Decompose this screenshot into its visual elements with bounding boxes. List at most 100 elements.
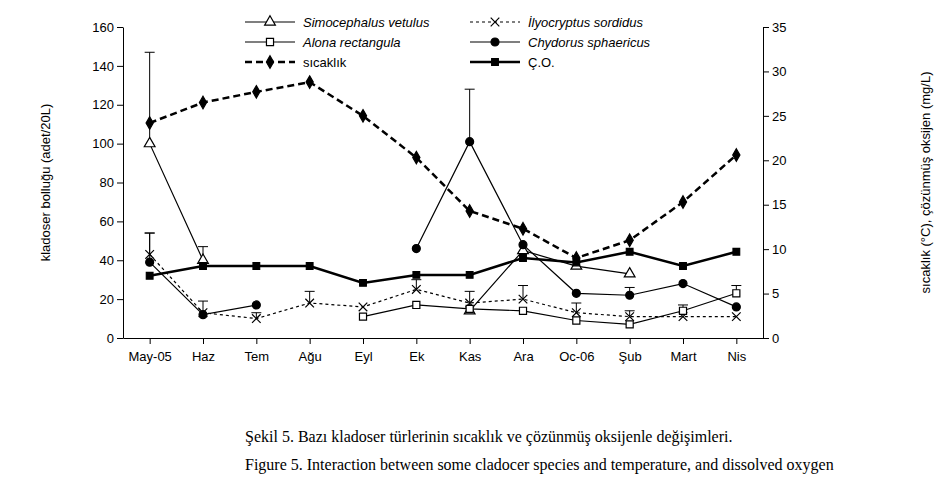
tick: Ağu [299, 338, 322, 364]
series [144, 52, 635, 314]
tick-label: May-05 [128, 349, 171, 364]
axis: May-05HazTemAğuEylEkKasAraOc-06ŞubMartNi… [124, 338, 764, 364]
tick-label: 100 [92, 136, 114, 151]
tick-mark [763, 71, 769, 72]
marker [466, 138, 474, 146]
tick: 60 [100, 214, 123, 229]
axis-title: kladoser bolluğu (adet/20L) [38, 104, 53, 262]
tick-label: 60 [100, 214, 114, 229]
tick-label: 5 [772, 286, 779, 301]
marker [624, 268, 635, 277]
marker [519, 241, 527, 249]
tick-mark [117, 338, 123, 339]
marker [680, 263, 687, 270]
marker [520, 255, 527, 262]
tick-mark [203, 338, 204, 344]
marker [733, 290, 740, 297]
tick: 15 [763, 197, 786, 212]
tick-label: 15 [772, 197, 786, 212]
marker [732, 303, 740, 311]
marker [413, 301, 420, 308]
tick-label: 25 [772, 109, 786, 124]
marker [519, 307, 526, 314]
marker [412, 245, 420, 253]
marker [679, 280, 687, 288]
tick-mark [523, 338, 524, 344]
series [146, 248, 739, 286]
marker [253, 263, 260, 270]
tick-mark [117, 260, 123, 261]
tick-label: Şub [619, 349, 642, 364]
tick: 10 [763, 242, 786, 257]
tick-mark [256, 338, 257, 344]
tick-label: 0 [772, 331, 779, 346]
tick-label: 20 [772, 153, 786, 168]
tick-mark [763, 27, 769, 28]
tick-mark [470, 338, 471, 344]
error-bar [305, 291, 315, 303]
legend-item: Alona rectangula [245, 35, 401, 50]
tick-mark [763, 116, 769, 117]
marker [733, 149, 740, 161]
marker [146, 258, 154, 266]
marker [626, 321, 633, 328]
tick-label: Tem [245, 349, 270, 364]
tick: Mart [671, 338, 697, 364]
tick-mark [763, 249, 769, 250]
legend-marker [491, 18, 500, 27]
marker [413, 151, 420, 163]
marker [466, 272, 473, 279]
tick-label: 20 [100, 292, 114, 307]
tick: 0 [107, 331, 123, 346]
marker [679, 307, 686, 314]
tick: Kas [459, 338, 482, 364]
marker [306, 76, 313, 88]
marker [360, 280, 367, 287]
tick-mark [363, 338, 364, 344]
marker [573, 259, 580, 266]
tick: 20 [763, 153, 786, 168]
tick-label: Kas [459, 349, 482, 364]
marker [146, 272, 153, 279]
marker [199, 311, 207, 319]
legend-item: Chydorus sphaericus [470, 35, 651, 50]
axis-line [763, 28, 764, 339]
marker [519, 222, 526, 234]
axis-title: sıcaklık (°C), çözünmüş oksijen (mg/L) [918, 72, 933, 294]
legend-marker [266, 56, 273, 68]
marker [198, 254, 209, 263]
marker [626, 291, 634, 299]
tick-mark [763, 205, 769, 206]
tick: Ek [409, 338, 425, 364]
axis-line [124, 338, 764, 339]
tick-mark [117, 105, 123, 106]
tick-label: 140 [92, 59, 114, 74]
marker [305, 299, 314, 308]
series [359, 286, 741, 328]
legend-item: Ç.O. [470, 55, 555, 70]
tick-label: Ara [513, 349, 534, 364]
tick-label: 120 [92, 97, 114, 112]
title: Şekil 5. Bazı kladoser türlerinin sıcakl… [245, 428, 732, 446]
tick: 120 [92, 97, 123, 112]
tick-mark [150, 338, 151, 344]
tick: Oc-06 [559, 338, 594, 364]
tick-mark [576, 338, 577, 344]
marker [679, 196, 686, 208]
tick-mark [683, 338, 684, 344]
legend-marker [492, 59, 499, 66]
tick-label: Eyl [354, 349, 372, 364]
error-bar [571, 303, 581, 313]
tick-mark [310, 338, 311, 344]
legend-label: Chydorus sphaericus [528, 35, 651, 50]
subtitle: Figure 5. Interaction between some clado… [245, 456, 834, 474]
legend-label: sıcaklık [303, 55, 347, 70]
error-bar [411, 280, 421, 290]
tick: 160 [92, 20, 123, 35]
marker [626, 248, 633, 255]
marker [252, 314, 261, 323]
marker [466, 305, 473, 312]
tick-mark [736, 338, 737, 344]
plot-area [144, 52, 741, 328]
tick-mark [630, 338, 631, 344]
